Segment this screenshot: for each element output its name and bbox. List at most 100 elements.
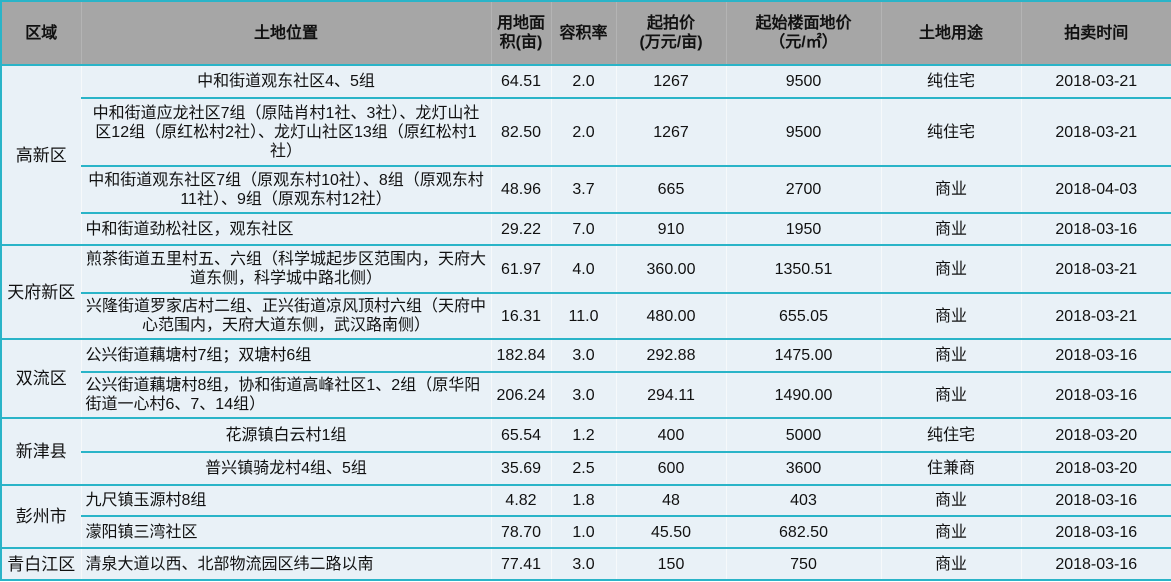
table-row: 普兴镇骑龙村4组、5组 35.69 2.5 600 3600 住兼商 2018-03-20 — [1, 451, 1171, 485]
cell-area: 65.54 — [490, 417, 551, 452]
cell-land-use: 纯住宅 — [880, 64, 1021, 98]
table-row: 高新区 中和街道观东社区4、5组 64.51 2.0 1267 9500 纯住宅 2018-0… — [0, 64, 1171, 245]
cell-floor-price: 750 — [725, 547, 881, 580]
cell-location: 清泉大道以西、北部物流园区纬二路以南 — [80, 547, 491, 580]
header-row: 区域 土地位置 用地面积(亩) 容积率 起拍价 (万元/亩) 起始楼面地价 （元/㎡） 土地用途… — [0, 1, 1171, 66]
cell-plot-ratio: 3.0 — [550, 547, 616, 580]
cell-location: 公兴街道藕塘村7组；双塘村6组 — [80, 338, 491, 372]
cell-area: 182.84 — [490, 338, 551, 372]
cell-starting-price: 400 — [615, 417, 726, 452]
cell-floor-price: 3600 — [725, 451, 881, 485]
table-row: 濛阳镇三湾社区 78.70 1.0 45.50 682.50 商业 2018-03-16 — [1, 515, 1171, 548]
cell-auction-date: 2018-03-21 — [1020, 292, 1171, 339]
cell-location: 濛阳镇三湾社区 — [80, 515, 491, 548]
header-location: 土地位置 — [80, 1, 491, 66]
cell-location: 煎茶街道五里村五、六组（科学城起步区范围内，天府大道东侧，科学城中路北侧） — [80, 244, 491, 293]
cell-auction-date: 2018-03-21 — [1020, 244, 1171, 293]
cell-floor-price: 2700 — [725, 165, 881, 213]
cell-area: 64.51 — [490, 64, 551, 98]
cell-plot-ratio: 7.0 — [550, 212, 616, 245]
cell-location: 兴隆街道罗家店村二组、正兴街道凉风顶村六组（天府中心范围内，天府大道东侧，武汉路… — [80, 292, 491, 339]
cell-auction-date: 2018-03-16 — [1020, 371, 1171, 418]
cell-starting-price: 910 — [615, 212, 726, 245]
header-text: 起拍价 — [646, 15, 695, 32]
table-row: 新津县 花源镇白云村1组 65.54 1.2 400 5000 纯住宅 2018-03-20 — [0, 417, 1171, 485]
cell-area: 29.22 — [490, 212, 551, 245]
cell-starting-price: 45.50 — [615, 515, 726, 548]
cell-area: 35.69 — [490, 451, 551, 485]
header-starting-price: 起拍价 (万元/亩) — [615, 1, 726, 66]
cell-location: 中和街道观东社区7组（原观东村10社）、8组（原观东村11社）、9组（原观东村1… — [80, 165, 491, 213]
cell-area: 206.24 — [490, 371, 551, 418]
cell-area: 78.70 — [490, 515, 551, 548]
cell-starting-price: 665 — [615, 165, 726, 213]
table-row: 彭州市 九尺镇玉源村8组 4.82 1.8 48 403 商业 2018-03-16 — [0, 484, 1171, 548]
cell-floor-price: 403 — [725, 484, 881, 516]
cell-floor-price: 682.50 — [725, 515, 881, 548]
header-text: 拍卖时间 — [1064, 24, 1129, 42]
cell-area: 16.31 — [490, 292, 551, 339]
cell-starting-price: 294.11 — [615, 371, 726, 418]
cell-floor-price: 1350.51 — [725, 244, 881, 293]
table-row: 双流区 公兴街道藕塘村7组；双塘村6组 182.84 3.0 292.88 1475.00… — [0, 338, 1171, 418]
cell-floor-price: 9500 — [725, 64, 881, 98]
cell-region: 青白江区 — [0, 547, 81, 580]
cell-floor-price: 1490.00 — [725, 371, 881, 418]
header-text: 用地面积(亩) — [496, 15, 545, 51]
cell-starting-price: 1267 — [615, 64, 726, 98]
cell-starting-price: 150 — [615, 547, 726, 580]
header-floor-price: 起始楼面地价 （元/㎡） — [725, 1, 881, 66]
cell-land-use: 商业 — [880, 292, 1021, 339]
cell-location: 中和街道应龙社区7组（原陆肖村1社、3社）、龙灯山社区12组（原红松村2社）、龙… — [80, 97, 491, 166]
cell-area: 82.50 — [490, 97, 551, 166]
header-text: 起始楼面地价 — [755, 15, 852, 32]
cell-starting-price: 360.00 — [615, 244, 726, 293]
table-row: 中和街道劲松社区，观东社区 29.22 7.0 910 1950 商业 2018-03-16 — [1, 212, 1171, 245]
cell-location: 中和街道观东社区4、5组 — [80, 64, 491, 98]
cell-starting-price: 600 — [615, 451, 726, 485]
cell-auction-date: 2018-03-21 — [1020, 64, 1171, 98]
cell-location: 九尺镇玉源村8组 — [80, 484, 491, 516]
header-auction-date: 拍卖时间 — [1020, 1, 1171, 66]
cell-starting-price: 480.00 — [615, 292, 726, 339]
cell-auction-date: 2018-03-16 — [1020, 484, 1171, 516]
cell-plot-ratio: 11.0 — [550, 292, 616, 339]
cell-floor-price: 1475.00 — [725, 338, 881, 372]
cell-plot-ratio: 4.0 — [550, 244, 616, 293]
table-row: 兴隆街道罗家店村二组、正兴街道凉风顶村六组（天府中心范围内，天府大道东侧，武汉路… — [1, 292, 1171, 339]
header-plot-ratio: 容积率 — [550, 1, 616, 66]
cell-auction-date: 2018-03-16 — [1020, 212, 1171, 245]
cell-area: 48.96 — [490, 165, 551, 213]
cell-area: 4.82 — [490, 484, 551, 516]
cell-plot-ratio: 3.7 — [550, 165, 616, 213]
cell-starting-price: 1267 — [615, 97, 726, 166]
cell-plot-ratio: 2.5 — [550, 451, 616, 485]
cell-region: 高新区 — [0, 64, 81, 245]
cell-location: 公兴街道藕塘村8组，协和街道高峰社区1、2组（原华阳街道一心村6、7、14组） — [80, 371, 491, 418]
header-region: 区域 — [0, 1, 81, 66]
cell-region: 新津县 — [0, 417, 81, 485]
table-row: 中和街道观东社区7组（原观东村10社）、8组（原观东村11社）、9组（原观东村1… — [1, 165, 1171, 213]
cell-plot-ratio: 3.0 — [550, 338, 616, 372]
cell-floor-price: 9500 — [725, 97, 881, 166]
cell-plot-ratio: 1.0 — [550, 515, 616, 548]
cell-plot-ratio: 1.8 — [550, 484, 616, 516]
cell-region: 双流区 — [0, 338, 81, 418]
cell-plot-ratio: 2.0 — [550, 97, 616, 166]
cell-region: 彭州市 — [0, 484, 81, 548]
cell-plot-ratio: 2.0 — [550, 64, 616, 98]
table-row: 青白江区 清泉大道以西、北部物流园区纬二路以南 77.41 3.0 150 750 商业 20… — [0, 547, 1171, 580]
cell-auction-date: 2018-03-16 — [1020, 547, 1171, 580]
header-land-use: 土地用途 — [880, 1, 1021, 66]
cell-auction-date: 2018-03-20 — [1020, 451, 1171, 485]
cell-land-use: 商业 — [880, 212, 1021, 245]
cell-region: 天府新区 — [0, 244, 81, 339]
cell-floor-price: 655.05 — [725, 292, 881, 339]
header-text: 区域 — [25, 24, 58, 42]
cell-plot-ratio: 1.2 — [550, 417, 616, 452]
cell-area: 77.41 — [490, 547, 551, 580]
cell-auction-date: 2018-03-16 — [1020, 515, 1171, 548]
cell-auction-date: 2018-03-16 — [1020, 338, 1171, 372]
cell-location: 中和街道劲松社区，观东社区 — [80, 212, 491, 245]
header-text: 土地位置 — [253, 24, 318, 42]
